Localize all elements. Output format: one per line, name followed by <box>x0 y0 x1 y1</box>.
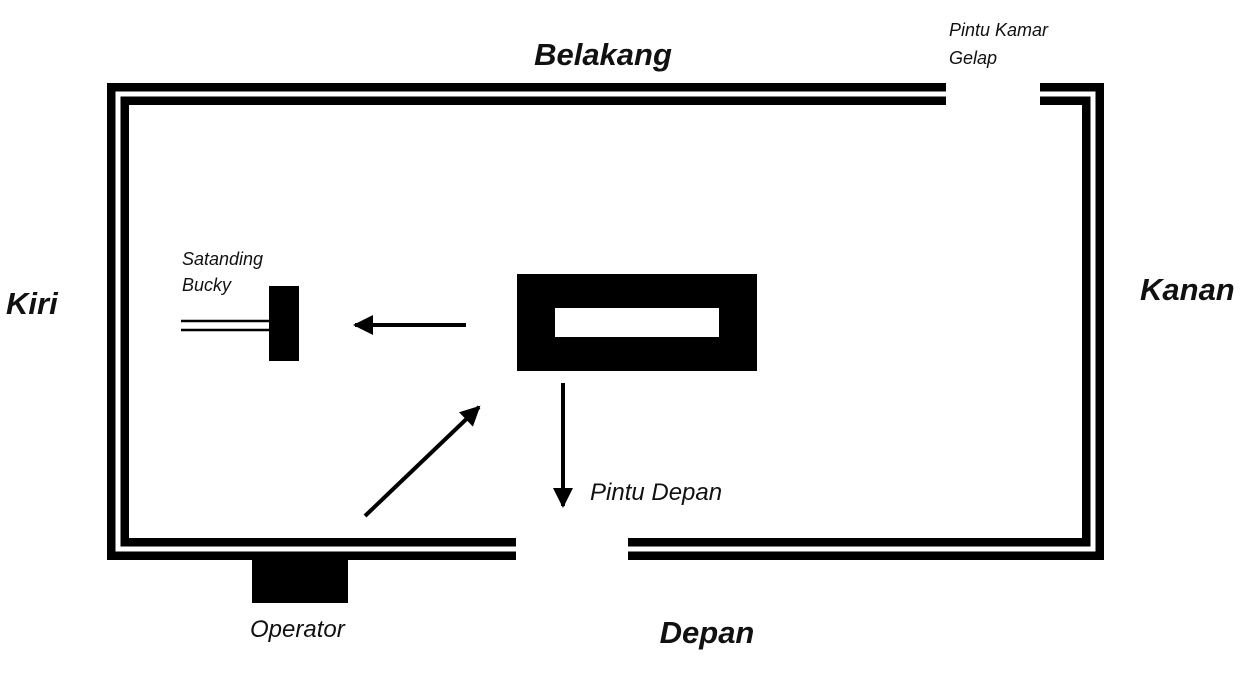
label-bucky-1: Satanding <box>182 249 263 269</box>
operator-booth <box>252 560 348 603</box>
label-operator: Operator <box>250 616 346 643</box>
label-front-door: Pintu Depan <box>590 479 722 506</box>
label-darkroom-door-2: Gelap <box>949 48 997 68</box>
label-right: Kanan <box>1140 272 1235 307</box>
xray-unit-window <box>555 308 719 337</box>
room-walls <box>107 83 1104 560</box>
label-bucky-2: Bucky <box>182 275 232 295</box>
arrow-from-operator <box>363 405 481 518</box>
label-darkroom-door-1: Pintu Kamar <box>949 20 1049 40</box>
label-left: Kiri <box>6 286 59 321</box>
label-back: Belakang <box>534 37 672 72</box>
label-front: Depan <box>660 615 755 650</box>
standing-bucky <box>269 286 299 361</box>
